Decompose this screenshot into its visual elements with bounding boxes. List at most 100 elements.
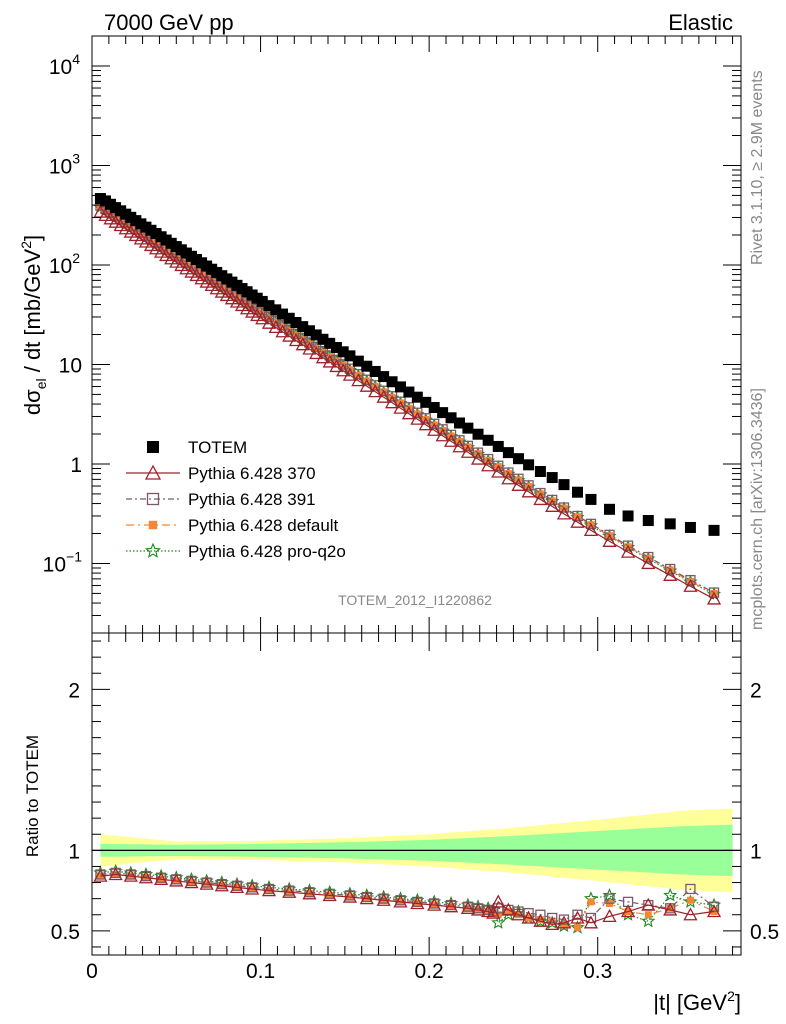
point-370: [194, 271, 209, 285]
point-370: [427, 422, 442, 436]
point-391: [386, 391, 398, 402]
point-391: [503, 467, 514, 478]
point-370: [435, 428, 450, 442]
point-370: [255, 311, 270, 325]
point-370: [214, 284, 229, 298]
point-370: [113, 218, 128, 232]
ratio-point-370: [184, 875, 199, 889]
point-totem: [482, 434, 494, 446]
point-totem: [664, 518, 676, 530]
series-line-370: [100, 211, 715, 600]
point-totem: [512, 453, 524, 465]
ratio-point-370: [602, 909, 617, 923]
point-391: [535, 487, 546, 499]
point-391: [585, 518, 597, 530]
point-370: [620, 544, 636, 558]
ratio-point-pro-q2o: [641, 913, 656, 928]
point-totem: [585, 493, 597, 505]
y-tick-label: 1: [70, 454, 82, 477]
legend-marker: [144, 464, 162, 480]
point-370: [322, 354, 337, 368]
legend-label: Pythia 6.428 391: [188, 490, 316, 509]
point-370: [641, 556, 656, 570]
legend: TOTEM Pythia 6.428 370 Pythia 6.428 391 Pyt…: [126, 438, 346, 561]
y-tick-label: 102: [49, 250, 80, 278]
header-left: 7000 GeV pp: [104, 10, 234, 35]
point-370: [164, 251, 179, 265]
xlabel-part-1: |t| [GeV: [653, 990, 727, 1015]
x-axis-label: |t| [GeV2]: [653, 988, 741, 1015]
point-370: [275, 324, 290, 338]
point-370: [683, 578, 698, 592]
ratio-point-370: [683, 907, 698, 921]
point-370: [418, 417, 433, 431]
point-370: [268, 319, 283, 333]
ratio-point-391: [547, 912, 558, 924]
point-totem: [462, 422, 474, 434]
legend-label: TOTEM: [188, 438, 247, 457]
point-totem: [492, 440, 504, 452]
ratio-point-370: [138, 870, 154, 884]
point-totem: [394, 381, 406, 393]
ratio-point-370: [359, 891, 374, 905]
point-370: [179, 261, 194, 275]
legend-marker: [148, 520, 158, 530]
point-totem: [297, 321, 309, 333]
point-370: [443, 433, 459, 447]
point-370: [239, 301, 255, 315]
point-370: [368, 384, 383, 398]
ratio-x-ticks: 0 0.1 0.2 0.3: [86, 633, 734, 983]
point-370: [250, 308, 265, 322]
point-370: [189, 268, 204, 282]
point-370: [184, 264, 199, 278]
x-tick-label: 0.2: [415, 960, 444, 983]
ratio-point-370: [533, 913, 548, 927]
ratio-point-391: [685, 883, 696, 895]
ylabel-part-3: ]: [20, 235, 45, 241]
ratio-y-tick-label-left: 1: [68, 840, 80, 863]
point-totem: [403, 386, 415, 398]
ratio-point-370: [108, 867, 123, 881]
point-391: [437, 424, 448, 435]
xlabel-superscript: 2: [727, 988, 735, 1004]
point-totem: [317, 333, 329, 345]
ylabel-part-1: dσ: [20, 389, 45, 415]
ratio-point-370: [663, 902, 678, 916]
ylabel-part-2: / dt [mb/GeV: [20, 248, 45, 378]
point-370: [108, 214, 123, 228]
ratio-y-ticks: 0.5 0.5 1 1 2 2: [51, 640, 779, 948]
point-370: [224, 291, 240, 305]
header-right: Elastic: [668, 10, 733, 35]
legend-marker: [146, 492, 160, 506]
point-totem: [437, 407, 449, 419]
point-370: [98, 208, 113, 222]
point-370: [511, 477, 526, 491]
ratio-point-370: [521, 910, 536, 924]
point-391: [454, 435, 465, 446]
point-370: [521, 484, 536, 498]
ratio-point-default: [587, 898, 595, 906]
point-370: [219, 288, 234, 302]
legend-marker: [147, 441, 159, 453]
point-totem: [534, 465, 546, 477]
ratio-point-370: [545, 917, 560, 931]
point-totem: [369, 365, 381, 377]
point-370: [169, 254, 184, 268]
ratio-point-370: [199, 876, 214, 890]
point-370: [545, 498, 560, 512]
point-370: [410, 411, 425, 425]
ratio-point-370: [393, 894, 408, 908]
ratio-point-default: [644, 911, 652, 919]
ratio-point-370: [93, 868, 108, 882]
point-370: [118, 221, 133, 235]
point-391: [547, 494, 558, 506]
xlabel-part-2: ]: [735, 990, 741, 1015]
ratio-point-pro-q2o: [683, 894, 698, 908]
point-totem: [684, 521, 696, 533]
point-391: [523, 480, 534, 491]
rivet-version-label: Rivet 3.1.10, ≥ 2.9M events: [749, 70, 766, 265]
ratio-point-370: [123, 868, 138, 882]
point-370: [393, 400, 408, 414]
point-370: [288, 333, 304, 347]
